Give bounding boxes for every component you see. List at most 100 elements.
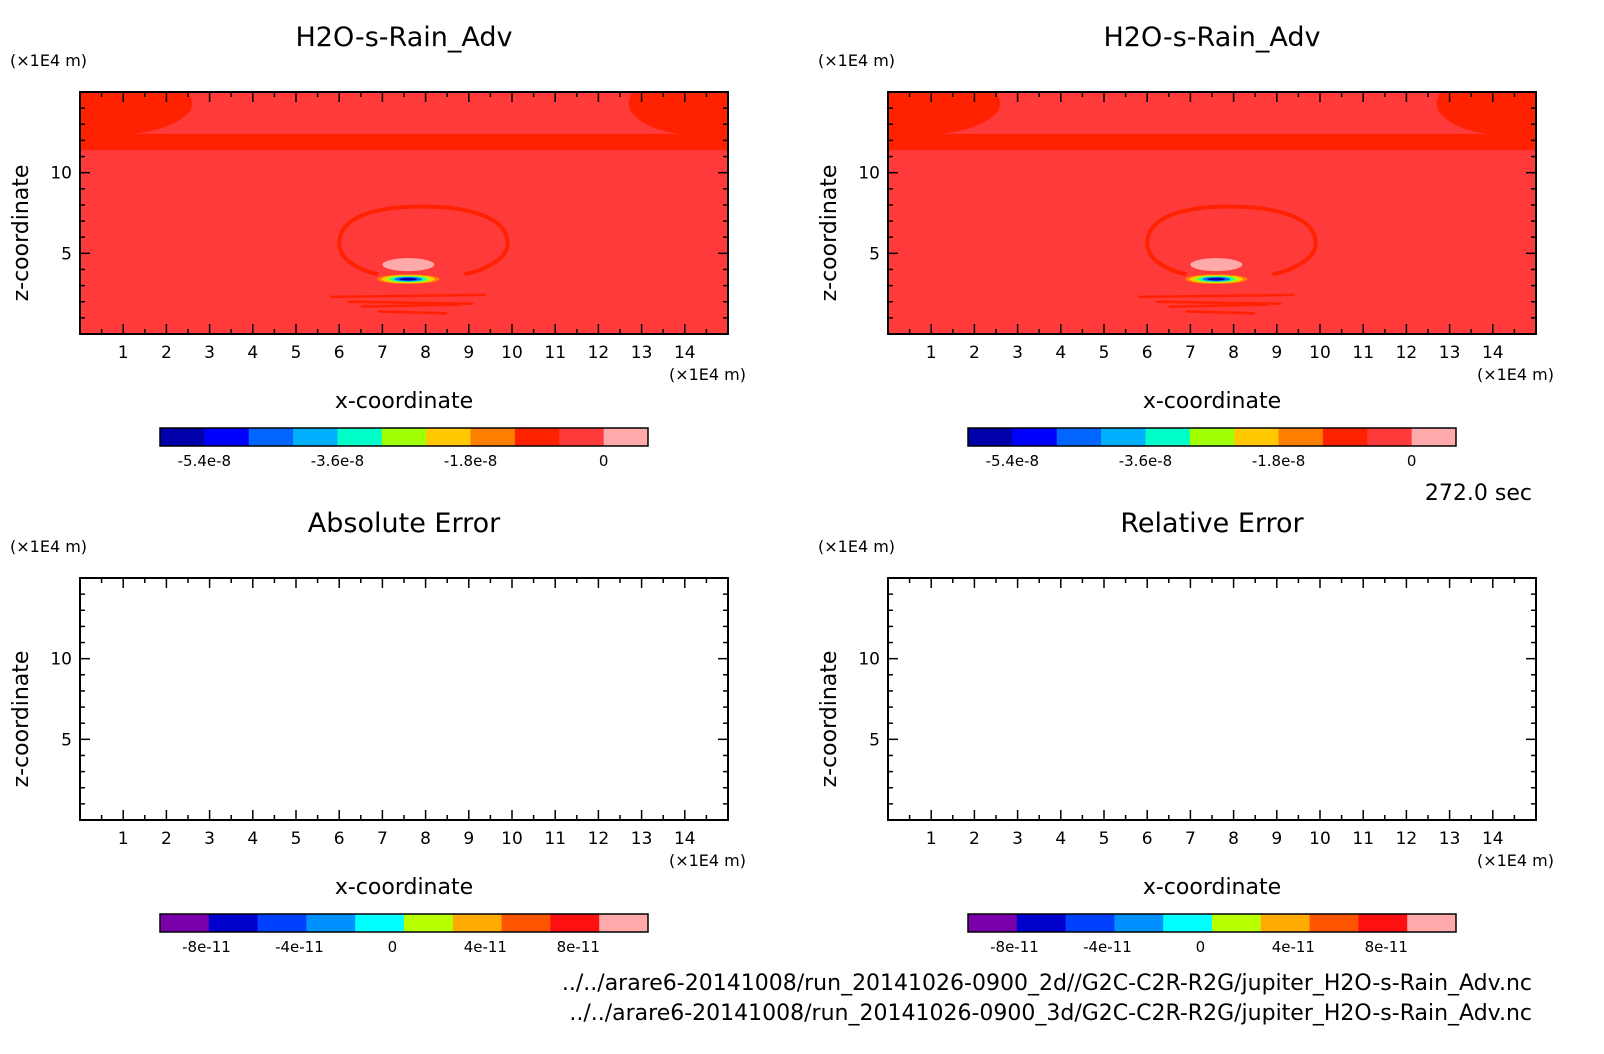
x-tick-label: 4 bbox=[1055, 343, 1066, 363]
plot-frame bbox=[887, 577, 1537, 821]
field-band bbox=[80, 133, 728, 151]
x-tick-label: 1 bbox=[118, 343, 129, 363]
y-tick-label: 5 bbox=[869, 244, 880, 264]
y-tick-label: 10 bbox=[858, 650, 880, 670]
colorbar-tick-label: -4e-11 bbox=[275, 938, 324, 956]
x-unit-label: (×1E4 m) bbox=[669, 851, 746, 870]
y-tick-label: 5 bbox=[61, 244, 72, 264]
colorbar-segment bbox=[1065, 914, 1115, 932]
y-tick-label: 5 bbox=[61, 730, 72, 750]
field-dome bbox=[1145, 204, 1318, 277]
field-ripple bbox=[378, 310, 448, 315]
colorbar-segment bbox=[248, 428, 294, 446]
x-tick-label: 3 bbox=[1012, 829, 1023, 849]
colorbar-segment bbox=[1367, 428, 1413, 446]
x-tick-label: 2 bbox=[161, 829, 172, 849]
colorbar-segment bbox=[404, 914, 454, 932]
x-tick-label: 9 bbox=[1271, 343, 1282, 363]
y-axis-label: z-coordinate bbox=[817, 165, 842, 302]
colorbar-segment bbox=[968, 428, 1013, 446]
field-ripple bbox=[360, 303, 461, 308]
field-ripple bbox=[330, 293, 487, 299]
colorbar-segment bbox=[1212, 914, 1262, 932]
colorbar-segment bbox=[1114, 914, 1164, 932]
colorbar-segment bbox=[1016, 914, 1067, 932]
colorbar-segment bbox=[599, 914, 649, 932]
x-tick-label: 14 bbox=[674, 343, 696, 363]
colorbar-segment bbox=[1189, 428, 1235, 446]
colorbar: -5.4e-8 -3.6e-8 -1.8e-8 0 bbox=[967, 427, 1457, 470]
colorbar-segment bbox=[1278, 428, 1324, 446]
colorbar-segment bbox=[160, 428, 205, 446]
plot-frame bbox=[79, 577, 729, 821]
x-tick-label: 3 bbox=[204, 829, 215, 849]
colorbar-segment bbox=[381, 428, 427, 446]
colorbar-segment bbox=[470, 428, 516, 446]
x-tick-label: 13 bbox=[631, 829, 653, 849]
x-tick-label: 14 bbox=[1482, 343, 1504, 363]
x-tick-label: 7 bbox=[1185, 829, 1196, 849]
y-unit-label: (×1E4 m) bbox=[10, 537, 87, 556]
field-ripple bbox=[1168, 303, 1269, 308]
y-tick-label: 10 bbox=[50, 650, 72, 670]
file-path-2: ../../arare6-20141008/run_20141026-0900_… bbox=[569, 1001, 1532, 1026]
y-unit-label: (×1E4 m) bbox=[818, 51, 895, 70]
x-axis-label: x-coordinate bbox=[335, 389, 473, 414]
y-axis-label: z-coordinate bbox=[9, 651, 34, 788]
x-tick-label: 8 bbox=[1228, 829, 1239, 849]
colorbar-tick-label: 4e-11 bbox=[464, 938, 507, 956]
x-tick-label: 11 bbox=[1352, 829, 1374, 849]
x-axis-label: x-coordinate bbox=[1143, 389, 1281, 414]
colorbar-segment bbox=[257, 914, 307, 932]
x-tick-label: 12 bbox=[1396, 343, 1418, 363]
panel-1: H2O-s-Rain_Adv(×1E4 m)1 2 3 4 5 6 7 8 9 10 11 12 13 1… bbox=[9, 22, 746, 470]
field-dome-left bbox=[337, 243, 379, 277]
x-tick-label: 10 bbox=[1309, 343, 1331, 363]
colorbar-segment bbox=[1322, 428, 1368, 446]
colorbar-segment bbox=[1101, 428, 1146, 446]
x-tick-label: 6 bbox=[334, 343, 345, 363]
x-tick-label: 2 bbox=[969, 829, 980, 849]
colorbar-frame bbox=[159, 913, 649, 933]
field-minimum bbox=[399, 277, 417, 281]
y-unit-label: (×1E4 m) bbox=[10, 51, 87, 70]
panel-4: Relative Error(×1E4 m)1 2 3 4 5 6 7 8 9 10 11 12 13 1… bbox=[817, 508, 1554, 956]
x-tick-label: 5 bbox=[1099, 829, 1110, 849]
panel-2: H2O-s-Rain_Adv(×1E4 m)1 2 3 4 5 6 7 8 9 10 11 12 13 1… bbox=[817, 22, 1554, 470]
x-tick-label: 13 bbox=[1439, 829, 1461, 849]
x-unit-label: (×1E4 m) bbox=[1477, 851, 1554, 870]
x-unit-label: (×1E4 m) bbox=[669, 365, 746, 384]
file-path-1: ../../arare6-20141008/run_20141026-0900_… bbox=[562, 971, 1532, 996]
colorbar-tick-label: 0 bbox=[1196, 938, 1206, 956]
x-tick-label: 7 bbox=[377, 829, 388, 849]
x-tick-label: 1 bbox=[926, 343, 937, 363]
x-tick-label: 5 bbox=[291, 829, 302, 849]
x-tick-label: 3 bbox=[204, 343, 215, 363]
colorbar-tick-label: -3.6e-8 bbox=[311, 452, 364, 470]
colorbar-tick-label: -4e-11 bbox=[1083, 938, 1132, 956]
field-lobe-left bbox=[888, 92, 1001, 136]
field-lobe-left bbox=[80, 92, 193, 136]
field-ripple bbox=[347, 300, 474, 305]
colorbar-segment bbox=[603, 428, 649, 446]
field-band bbox=[888, 133, 1536, 151]
colorbar-segment bbox=[293, 428, 338, 446]
colorbar-tick-label: 8e-11 bbox=[557, 938, 600, 956]
panel-3: Absolute Error(×1E4 m)1 2 3 4 5 6 7 8 9 10 11 12 13 1… bbox=[9, 508, 746, 956]
colorbar-tick-label: 8e-11 bbox=[1365, 938, 1408, 956]
x-tick-label: 11 bbox=[1352, 343, 1374, 363]
colorbar-segment bbox=[1407, 914, 1457, 932]
colorbar-tick-label: -3.6e-8 bbox=[1119, 452, 1172, 470]
y-tick-label: 5 bbox=[869, 730, 880, 750]
x-tick-label: 6 bbox=[1142, 343, 1153, 363]
colorbar-tick-label: -5.4e-8 bbox=[178, 452, 231, 470]
x-tick-label: 10 bbox=[501, 343, 523, 363]
colorbar-segment bbox=[1163, 914, 1213, 932]
colorbar-frame bbox=[967, 427, 1457, 447]
colorbar-tick-label: -8e-11 bbox=[182, 938, 231, 956]
x-tick-label: 4 bbox=[247, 343, 258, 363]
colorbar-segment bbox=[559, 428, 605, 446]
x-tick-label: 12 bbox=[1396, 829, 1418, 849]
colorbar-segment bbox=[1012, 428, 1058, 446]
